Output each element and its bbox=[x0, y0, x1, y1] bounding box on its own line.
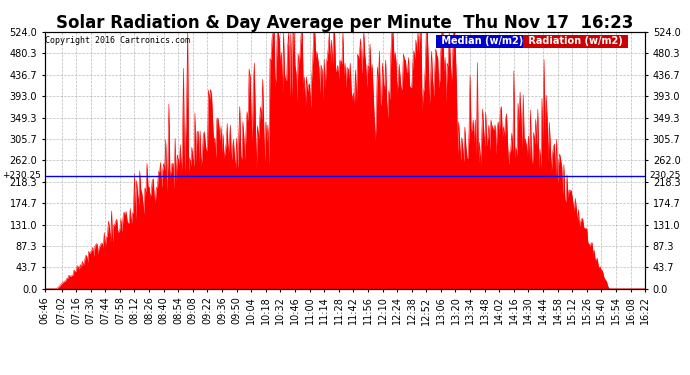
Title: Solar Radiation & Day Average per Minute  Thu Nov 17  16:23: Solar Radiation & Day Average per Minute… bbox=[57, 14, 633, 32]
Text: Median (w/m2): Median (w/m2) bbox=[438, 36, 526, 46]
Text: 230.25: 230.25 bbox=[649, 171, 681, 180]
Text: +230.25: +230.25 bbox=[2, 171, 41, 180]
Text: Copyright 2016 Cartronics.com: Copyright 2016 Cartronics.com bbox=[46, 36, 190, 45]
Text: Radiation (w/m2): Radiation (w/m2) bbox=[525, 36, 627, 46]
